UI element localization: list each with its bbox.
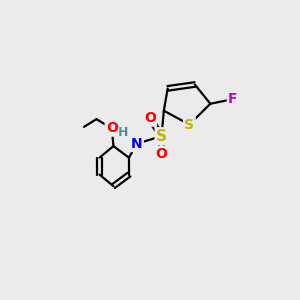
- Text: S: S: [156, 129, 167, 144]
- Text: F: F: [228, 92, 238, 106]
- Text: H: H: [118, 126, 128, 139]
- Text: N: N: [131, 137, 142, 151]
- Text: O: O: [144, 111, 156, 125]
- Text: O: O: [156, 147, 167, 161]
- Text: S: S: [184, 118, 194, 131]
- Text: O: O: [106, 122, 118, 135]
